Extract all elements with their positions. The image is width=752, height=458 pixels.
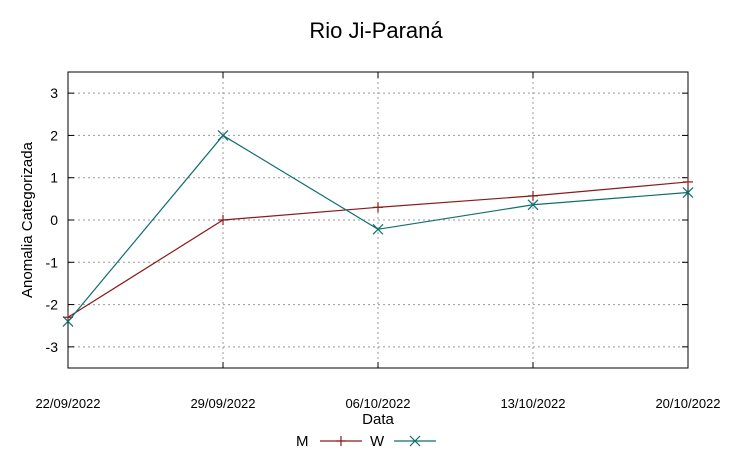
y-tick-label: 3 xyxy=(50,85,58,101)
x-axis-ticks: 22/09/2022 29/09/2022 06/10/2022 13/10/2022… xyxy=(35,72,721,411)
x-axis-label: Data xyxy=(362,411,394,428)
y-tick-label: 1 xyxy=(50,170,58,186)
series-group xyxy=(62,130,694,327)
data-point-W xyxy=(682,187,694,198)
x-tick-label: 22/09/2022 xyxy=(35,396,100,411)
y-axis-label: Anomalia Categorizada xyxy=(19,141,36,298)
data-point-M xyxy=(683,176,693,187)
data-point-W xyxy=(217,130,229,141)
legend-label-M: M xyxy=(296,433,309,450)
chart-title: Rio Ji-Paraná xyxy=(309,18,443,43)
data-point-M xyxy=(528,190,538,201)
y-tick-label: -1 xyxy=(46,254,59,270)
data-point-M xyxy=(218,215,228,225)
y-tick-label: 2 xyxy=(50,127,58,143)
data-point-W xyxy=(527,199,539,211)
legend-marker-M xyxy=(336,436,346,446)
x-tick-label: 06/10/2022 xyxy=(345,396,410,411)
data-point-M xyxy=(373,202,383,213)
y-axis-ticks: 3 2 1 0 -1 -2 -3 xyxy=(46,85,688,355)
grid-lines xyxy=(68,72,688,368)
x-tick-label: 13/10/2022 xyxy=(500,396,565,411)
x-tick-label: 20/10/2022 xyxy=(655,396,720,411)
data-point-W xyxy=(62,316,74,327)
legend-label-W: W xyxy=(370,433,385,450)
y-tick-label: -2 xyxy=(46,297,59,313)
x-tick-label: 29/09/2022 xyxy=(190,396,255,411)
data-point-W xyxy=(372,223,384,235)
y-tick-label: 0 xyxy=(50,212,58,228)
y-tick-label: -3 xyxy=(46,339,59,355)
legend-marker-W xyxy=(409,435,421,447)
